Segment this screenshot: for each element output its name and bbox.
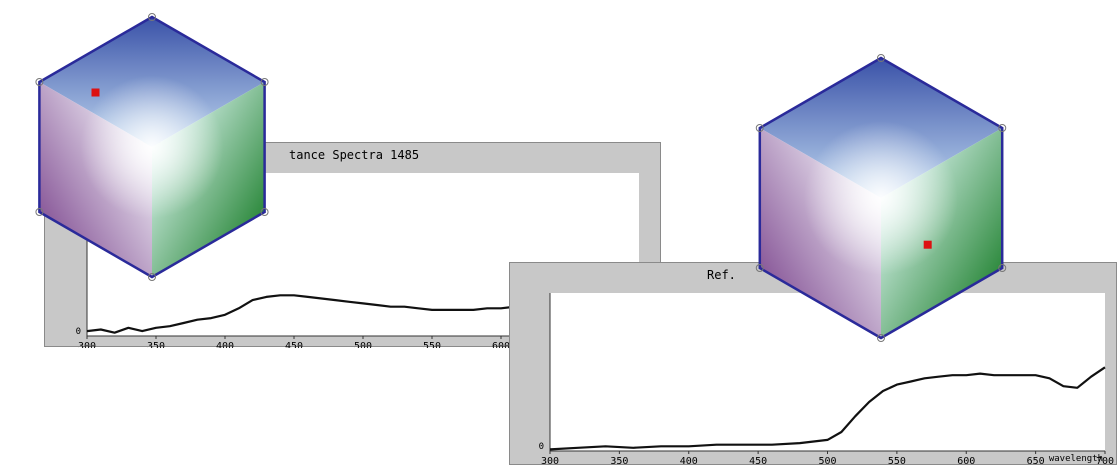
color-cube-2 — [755, 54, 1007, 342]
x-tick-label: 400 — [216, 341, 234, 348]
color-cube-1 — [35, 13, 269, 281]
y-tick-label: 0 — [539, 442, 544, 452]
cube-corner-marker — [260, 78, 269, 86]
spectrum-line — [549, 366, 1106, 451]
cube-corner-marker — [998, 264, 1007, 272]
spectrum-panel-2: Ref. 300 350 400 450 500 550 600 650 700 0 wavelen… — [509, 262, 1117, 466]
spectrum-chart-2: 300 350 400 450 500 550 600 650 700 0 wavelength — [539, 293, 1114, 466]
x-tick-label: 500 — [818, 456, 836, 466]
cube-center-glow — [80, 75, 224, 219]
cube-outline — [758, 56, 1004, 340]
cube-corner-marker — [877, 54, 885, 62]
cube-corner-marker — [755, 124, 764, 132]
x-tick-label: 500 — [354, 341, 372, 348]
cube-corner-marker — [998, 124, 1007, 132]
x-tick-label: 300 — [541, 456, 559, 466]
cube-center-glow — [804, 121, 958, 275]
x-tick-label: 350 — [610, 456, 628, 466]
spectrum-title-2: Ref. — [707, 268, 736, 282]
cube-corner-marker — [755, 264, 764, 272]
color-marker — [923, 240, 932, 249]
cube-corner-marker — [35, 78, 44, 86]
plot-area — [550, 293, 1105, 451]
cube-outline — [38, 15, 266, 279]
x-tick-label: 350 — [147, 341, 165, 348]
x-tick-label: 300 — [78, 341, 96, 348]
cube-corner-marker — [35, 208, 44, 216]
x-tick-label: 550 — [888, 456, 906, 466]
cube-corner-marker — [148, 273, 156, 281]
cube-corner-marker — [260, 208, 269, 216]
x-tick-label: 400 — [680, 456, 698, 466]
y-tick-label: 0 — [76, 327, 81, 337]
x-tick-label: 550 — [423, 341, 441, 348]
x-axis-label: wavelength — [1049, 454, 1103, 464]
x-tick-label: 600 — [492, 341, 510, 348]
x-tick-label: 600 — [957, 456, 975, 466]
x-tick-label: 450 — [749, 456, 767, 466]
spectrum-title-1: tance Spectra 1485 — [289, 148, 420, 162]
cube-corner-marker — [877, 334, 885, 342]
x-tick-label: 450 — [285, 341, 303, 348]
x-tick-label: 650 — [1027, 456, 1045, 466]
cube-corner-marker — [148, 13, 156, 21]
x-tick-label: 700 — [1096, 456, 1114, 466]
color-marker — [91, 88, 100, 97]
